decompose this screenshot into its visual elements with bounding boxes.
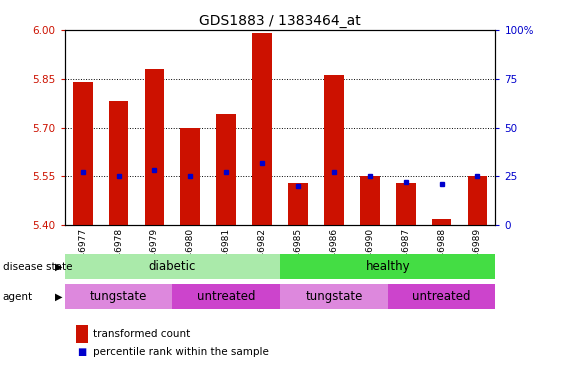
- Text: healthy: healthy: [365, 260, 410, 273]
- Bar: [252, 33, 272, 225]
- Text: tungstate: tungstate: [90, 290, 148, 303]
- Bar: [73, 82, 92, 225]
- Text: diabetic: diabetic: [149, 260, 196, 273]
- Text: percentile rank within the sample: percentile rank within the sample: [93, 347, 269, 357]
- Text: untreated: untreated: [412, 290, 471, 303]
- Bar: [65, 254, 280, 279]
- Text: disease state: disease state: [3, 262, 72, 272]
- Bar: [388, 284, 495, 309]
- Bar: [280, 254, 495, 279]
- Text: ■: ■: [78, 347, 87, 357]
- Bar: [288, 183, 308, 225]
- Bar: [468, 176, 488, 225]
- Bar: [145, 69, 164, 225]
- Bar: [360, 176, 379, 225]
- Bar: [324, 75, 344, 225]
- Text: ▶: ▶: [55, 292, 62, 302]
- Text: untreated: untreated: [197, 290, 256, 303]
- Bar: [172, 284, 280, 309]
- Bar: [216, 114, 236, 225]
- Text: tungstate: tungstate: [305, 290, 363, 303]
- Title: GDS1883 / 1383464_at: GDS1883 / 1383464_at: [199, 13, 361, 28]
- Bar: [181, 128, 200, 225]
- Bar: [396, 183, 415, 225]
- Text: transformed count: transformed count: [93, 329, 190, 339]
- Bar: [109, 102, 128, 225]
- Bar: [280, 284, 388, 309]
- Bar: [432, 219, 452, 225]
- Bar: [65, 284, 172, 309]
- Text: agent: agent: [3, 292, 33, 302]
- Text: ▶: ▶: [55, 262, 62, 272]
